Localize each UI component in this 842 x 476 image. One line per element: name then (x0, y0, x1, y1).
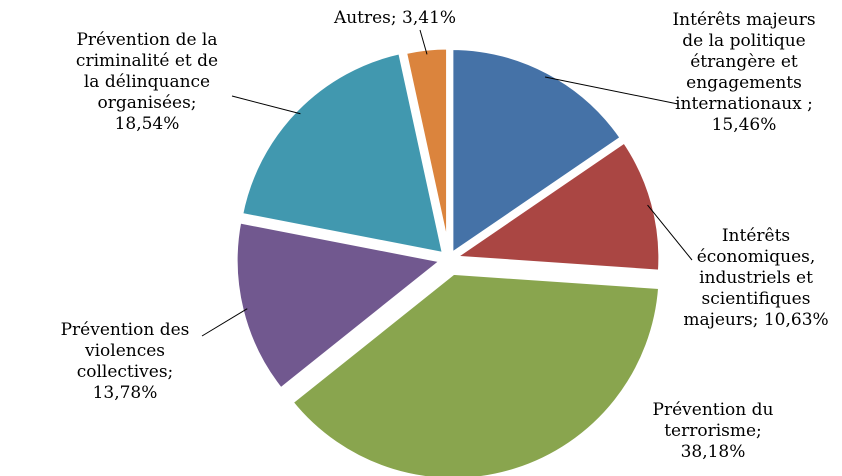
pie-slice-5 (401, 44, 452, 258)
pie-slice-2 (288, 269, 664, 476)
leader-line-0 (544, 76, 679, 105)
pie-slice-4 (238, 49, 448, 258)
data-label-prevention-terrorisme: Prévention du terrorisme; 38,18% (652, 400, 774, 462)
data-label-prevention-violences: Prévention des violences collectives; 13… (60, 320, 190, 403)
pie-slice-1 (450, 138, 664, 275)
leader-line-4 (231, 95, 301, 115)
leader-line-1 (647, 204, 693, 261)
data-label-interets-politique-etrangere: Intérêts majeurs de la politique étrangè… (672, 10, 816, 135)
pie-slice-0 (448, 44, 626, 258)
leader-line-5 (419, 29, 428, 55)
leader-line-3 (201, 308, 248, 337)
data-label-prevention-criminalite: Prévention de la criminalité et de la dé… (75, 30, 219, 134)
data-label-autres: Autres; 3,41% (333, 8, 457, 28)
pie-slice-3 (232, 218, 446, 393)
data-label-interets-economiques: Intérêts économiques, industriels et sci… (683, 226, 829, 330)
